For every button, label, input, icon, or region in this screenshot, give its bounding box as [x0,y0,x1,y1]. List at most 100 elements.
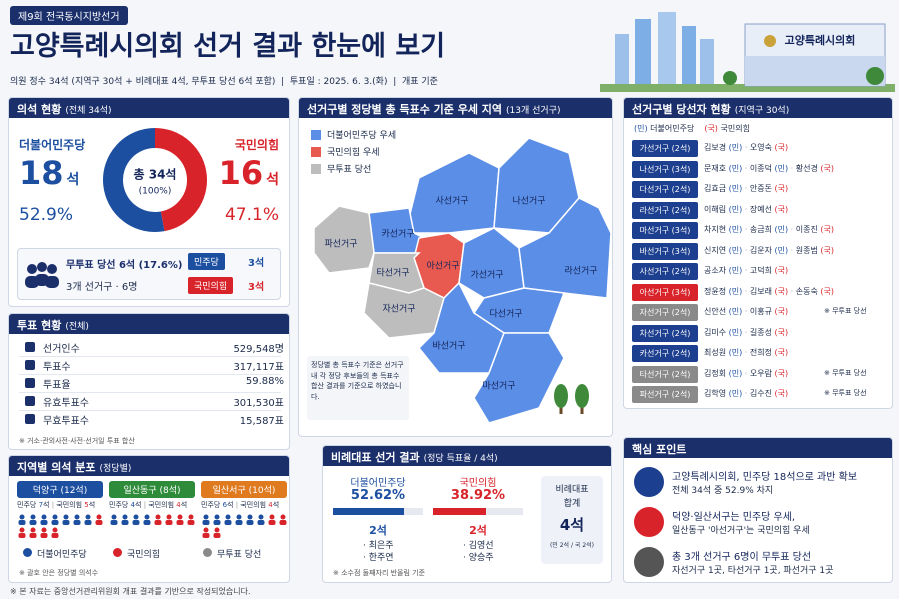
legend-swatch [311,147,321,157]
icon-part [27,264,37,274]
winners: 정윤정 (민) · 김보래 (국) · 손동숙 (국) [704,286,834,297]
district-label: 마선거구 [482,381,515,392]
winners: 신지연 (민) · 김운자 (민) · 원종범 (국) [704,245,834,256]
winners: 문재호 (민) · 이종덕 (민) · 황선경 (국) [704,163,834,174]
donut-center: 총 34석 [134,167,177,182]
panel-header: 핵심 포인트 [624,438,892,458]
legend-label: 더불어민주당 [37,550,87,560]
separator: · [742,327,750,337]
party-name: 더불어민주당 [19,138,86,152]
row-note: ※ 무투표 당선 [824,307,867,315]
winner-party: (국) [774,204,789,214]
winner-name: 오우람 [749,368,772,378]
party-name: 국민의힘 [234,138,279,152]
winner-party: (민) [728,286,743,296]
seat-icon [177,514,183,520]
seat-icon [224,520,232,525]
seat-icon [225,514,231,520]
point-text: 전체 34석 중 52.9% 차지 [672,486,774,496]
winner-name: 김수진 [749,389,772,398]
party-seat-icons [202,514,287,538]
count-seats: 7 [38,501,44,509]
winner-name: 문재호 [704,163,727,173]
seat-unit: 석 [66,172,80,188]
party-seats: 2석 [469,524,487,537]
seat-icon [166,514,172,520]
row-icon [25,360,35,370]
winner-party: (민) [728,204,743,214]
seat-icon [110,520,118,525]
winner-party: (민) [728,389,743,398]
district-region [473,332,565,424]
winner-name: 김보래 [749,286,772,296]
winner-name: 김보경 [704,143,727,152]
info-item: 의원 정수 34석 (지역구 30석 + 비례대표 4석, 무투표 당선 6석 … [10,77,276,87]
seat-icon [144,514,150,520]
icon-part [47,264,57,274]
seat-icon [279,520,287,525]
district-chip: 나선거구 (3석) [632,160,698,178]
separator: · [788,225,796,234]
legend: (민) 더불어민주당 (국) 국민의힘 [634,123,750,134]
seat-icon [40,520,48,525]
party-seat-icons [18,514,92,525]
legend-swatch [311,130,321,140]
seat-icon [51,520,59,525]
seat-icon [18,520,26,525]
party-pct: 38.92% [450,488,506,503]
seat-icon [52,514,58,520]
winners: 김미수 (민) · 길종성 (국) [704,327,788,338]
seat-icon [133,514,139,520]
seat-icon [246,520,254,525]
panel-header: 투표 현황 (전체) [9,314,289,334]
district-chip: 다선거구 (2석) [632,181,698,198]
note: ※ 소수점 둘째자리 반올림 기준 [333,569,426,577]
icon-part [37,262,47,272]
seat-icon [96,514,102,520]
legend-label: 국민의힘 우세 [327,148,380,158]
seat-icon [203,514,209,520]
row-label: 투표율 [43,380,71,391]
panel-header: 비례대표 선거 결과 (정당 득표율 / 4석) [323,446,611,466]
winner-name: 신지연 [704,245,727,255]
total-text: 합계 [563,499,581,509]
separator: · [742,184,750,193]
district-name: 일산서구 (10석) [201,481,287,498]
row-value: 15,587표 [239,416,284,427]
district-counts: 민주당 6석 | 국민의힘 4석 [201,500,279,510]
winner-party: (국) [774,307,789,316]
winner-name: 김정회 [704,368,727,378]
panel-title: 지역별 의석 분포 [17,461,96,474]
district-region [518,197,612,299]
member: · 양승주 [463,553,494,563]
panel: 선거구별 정당별 총 득표수 기준 우세 지역 (13개 선거구) 더불어민주당 우… [298,97,613,437]
district-label: 다선거구 [489,309,522,320]
winners: 김효금 (민) · 안증돈 (국) [704,183,788,194]
row-note: ※ 무투표 당선 [824,368,867,377]
seat-icon [41,527,47,533]
district-name: 일산동구 (8석) [109,481,195,498]
winner-party: (민) [728,225,743,234]
panel-header: 선거구별 당선자 현황 (지역구 30석) [624,98,892,118]
winners: 최성원 (민) · 전희정 (국) [704,347,788,358]
separator: · [742,389,750,398]
legend-label: 더불어민주당 우세 [327,131,397,141]
count-unit: 석 [272,501,280,509]
seat-icon [269,514,275,520]
row-label: 선거인수 [43,344,80,355]
legend-mark: (민) [634,124,648,133]
winner-party: (국) [774,286,789,296]
winner-name: 손동숙 [795,286,818,296]
separator: · [742,307,750,316]
seat-icon [214,527,220,533]
legend-label: 무투표 당선 [217,550,262,560]
winner-party: (민) [774,245,789,255]
pct-bar [433,508,486,515]
building-sign: 고양특례시의회 [785,33,856,47]
seat-icon [143,520,151,525]
panel: 핵심 포인트 고양특례시의회, 민주당 18석으로 과반 확보 전체 34석 중 5… [623,437,893,583]
panel: 선거구별 당선자 현황 (지역구 30석) (민) 더불어민주당 (국) 국민의힘 가선… [623,97,893,409]
seat-icon [41,514,47,520]
district-chip: 자선거구 (2석) [632,304,698,321]
